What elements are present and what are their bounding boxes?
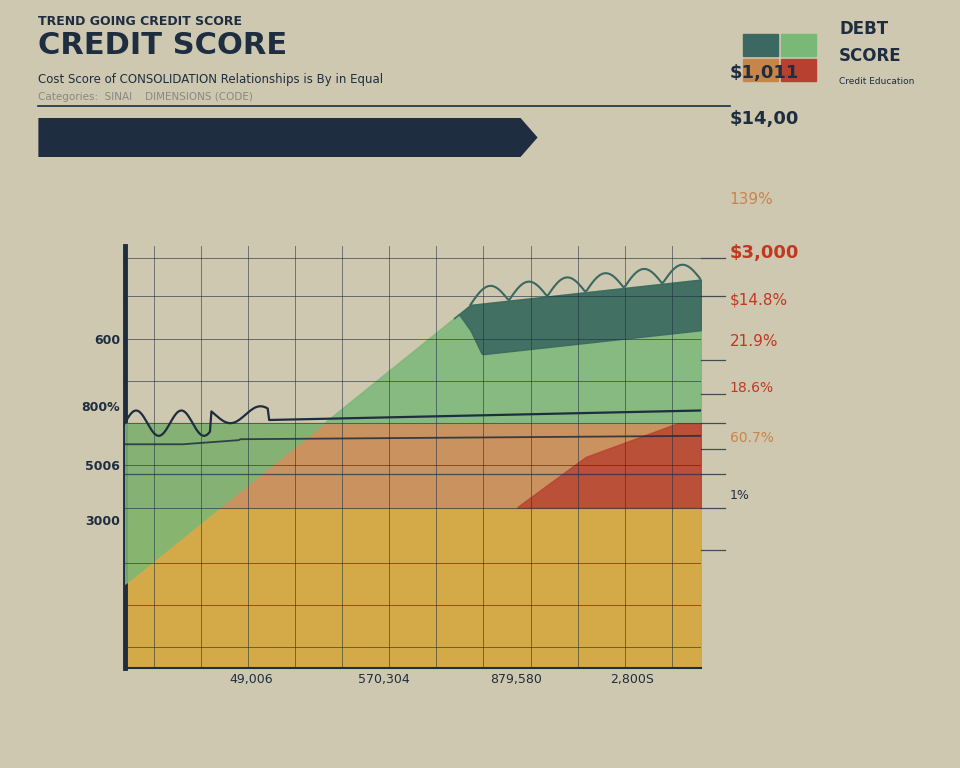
Text: THE CREDIT CONSOLIDATION CONSOLIDATION SCORE  >: THE CREDIT CONSOLIDATION CONSOLIDATION S… bbox=[51, 131, 469, 144]
Bar bbox=[781, 59, 816, 81]
Text: Categories:  SINAI    DIMENSIONS (CODE): Categories: SINAI DIMENSIONS (CODE) bbox=[38, 92, 253, 102]
Text: 18.6%: 18.6% bbox=[730, 381, 774, 395]
Text: $1,011: $1,011 bbox=[730, 64, 799, 82]
Text: 1%: 1% bbox=[730, 489, 750, 502]
Bar bbox=[743, 35, 778, 57]
Text: 139%: 139% bbox=[730, 192, 774, 207]
Text: Credit Education: Credit Education bbox=[839, 77, 915, 86]
Text: Additional resource citations: Data on credit/DEBT profiles and relevant data: Additional resource citations: Data on c… bbox=[19, 736, 314, 745]
Bar bbox=[781, 35, 816, 57]
Text: Learn About Debts: CONSOLIDATION of Consumer CONSOLIDATION Credit Scoring Criter: Learn About Debts: CONSOLIDATION of Cons… bbox=[518, 736, 862, 745]
Text: CREDIT SCORE: CREDIT SCORE bbox=[38, 31, 288, 60]
Text: SCORE: SCORE bbox=[839, 48, 901, 65]
Text: Cost Score of CONSOLIDATION Relationships is By in Equal: Cost Score of CONSOLIDATION Relationship… bbox=[38, 73, 384, 86]
Bar bbox=[743, 59, 778, 81]
Text: 60.7%: 60.7% bbox=[730, 431, 774, 445]
Text: DEBT: DEBT bbox=[839, 21, 888, 38]
Polygon shape bbox=[38, 118, 538, 157]
Text: $14,00: $14,00 bbox=[730, 110, 799, 128]
Text: 21.9%: 21.9% bbox=[730, 334, 779, 349]
Text: $14.8%: $14.8% bbox=[730, 292, 788, 307]
Text: TREND GOING CREDIT SCORE: TREND GOING CREDIT SCORE bbox=[38, 15, 242, 28]
Text: $3,000: $3,000 bbox=[730, 244, 799, 263]
